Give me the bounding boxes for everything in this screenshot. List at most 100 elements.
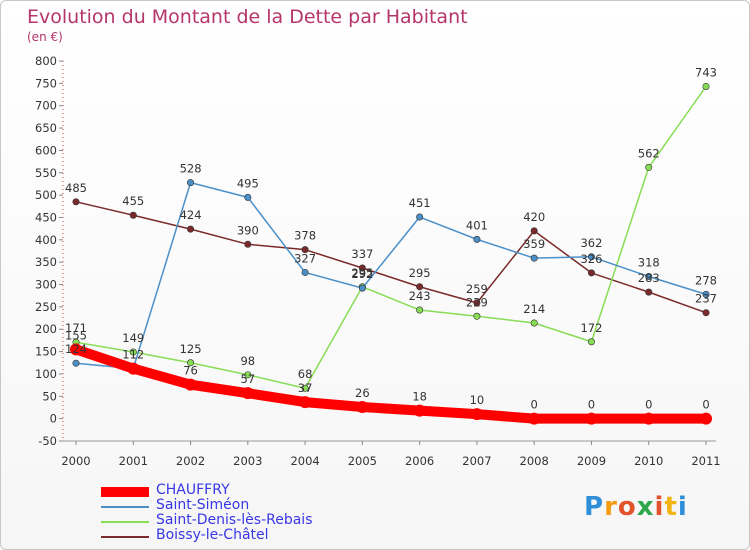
- x-tick-label: 2004: [290, 454, 319, 468]
- data-point: [416, 213, 424, 221]
- data-point: [70, 343, 82, 356]
- y-tick-label: 200: [35, 322, 57, 336]
- logo-letter: t: [664, 492, 678, 522]
- data-point: [72, 359, 80, 367]
- data-label: 0: [702, 398, 709, 412]
- y-tick-label: 400: [35, 233, 57, 247]
- data-label: 229: [466, 295, 488, 309]
- data-label: 337: [351, 247, 373, 261]
- data-point: [358, 284, 366, 292]
- data-point: [241, 387, 254, 400]
- y-tick-label: 700: [35, 99, 57, 113]
- y-tick-label: 250: [35, 300, 57, 314]
- series-lines: [70, 82, 712, 425]
- data-label: 237: [695, 292, 717, 306]
- data-label: 171: [65, 321, 87, 335]
- data-point: [587, 338, 595, 346]
- data-label: 0: [645, 398, 652, 412]
- legend-label: Saint-Siméon: [156, 497, 250, 513]
- data-label: 259: [466, 282, 488, 296]
- x-tick-label: 2006: [405, 454, 434, 468]
- x-tick-label: 2010: [634, 454, 663, 468]
- y-tick-label: 800: [35, 54, 57, 68]
- chart-title: Evolution du Montant de la Dette par Hab…: [27, 6, 468, 28]
- series-line: [71, 344, 711, 424]
- data-label: 0: [588, 398, 595, 412]
- x-tick-label: 2003: [233, 454, 262, 468]
- data-point: [301, 384, 309, 392]
- legend-swatch: [101, 487, 149, 497]
- data-label: 0: [531, 398, 538, 412]
- data-label: 149: [122, 331, 144, 345]
- x-tick-label: 2011: [691, 454, 720, 468]
- y-tick-label: 100: [35, 367, 57, 381]
- data-label: 57: [240, 372, 255, 386]
- y-tick-label: 500: [35, 188, 57, 202]
- data-label: 318: [638, 255, 660, 269]
- logo-letter: o: [617, 492, 637, 522]
- line-chart: -500501001502002503003504004505005506006…: [35, 54, 721, 468]
- y-tick-label: 150: [35, 345, 57, 359]
- data-point: [184, 378, 197, 391]
- data-point: [473, 299, 481, 307]
- data-label: 125: [180, 342, 202, 356]
- data-label: 283: [638, 271, 660, 285]
- data-point: [416, 306, 424, 314]
- data-point: [299, 396, 312, 409]
- data-label: 378: [294, 229, 316, 243]
- data-label: 295: [351, 266, 373, 280]
- data-point: [700, 412, 712, 425]
- x-tick-label: 2005: [348, 454, 377, 468]
- y-tick-label: 0: [50, 412, 57, 426]
- data-label: 401: [466, 218, 488, 232]
- legend-swatch: [101, 521, 149, 523]
- y-tick-label: 650: [35, 121, 57, 135]
- legend-swatch: [101, 536, 149, 538]
- data-label: 359: [523, 237, 545, 251]
- data-point: [645, 272, 653, 280]
- y-tick-label: 300: [35, 278, 57, 292]
- x-tick-label: 2000: [61, 454, 90, 468]
- data-point: [244, 193, 252, 201]
- data-point: [413, 404, 426, 417]
- data-label: 18: [412, 390, 427, 404]
- data-point: [244, 371, 252, 379]
- data-label: 362: [580, 236, 602, 250]
- data-label: 214: [523, 302, 545, 316]
- legend-label: Boissy-le-Châtel: [156, 527, 269, 543]
- data-point: [528, 412, 541, 425]
- data-label: 243: [409, 289, 431, 303]
- proxiti-logo: Proxiti: [584, 492, 688, 522]
- data-point: [473, 235, 481, 243]
- y-tick-label: 350: [35, 255, 57, 269]
- series-line: [75, 201, 707, 314]
- data-point: [127, 362, 140, 375]
- y-tick-label: 600: [35, 143, 57, 157]
- data-point: [187, 359, 195, 367]
- data-point: [129, 211, 137, 219]
- data-point: [530, 254, 538, 262]
- data-point: [301, 246, 309, 254]
- axes: -500501001502002503003504004505005506006…: [35, 54, 721, 468]
- data-label: 390: [237, 223, 259, 237]
- data-point: [473, 312, 481, 320]
- y-tick-label: 450: [35, 210, 57, 224]
- x-tick-label: 2008: [520, 454, 549, 468]
- data-point: [530, 227, 538, 235]
- data-point: [356, 401, 369, 414]
- data-point: [244, 240, 252, 248]
- data-label: 562: [638, 146, 660, 160]
- data-label: 743: [695, 65, 717, 79]
- y-tick-label: 50: [42, 389, 57, 403]
- data-label: 112: [122, 348, 144, 362]
- data-point: [702, 290, 710, 298]
- legend-label: Saint-Denis-lès-Rebais: [156, 512, 313, 528]
- series-line: [75, 181, 707, 370]
- data-label: 295: [409, 266, 431, 280]
- logo-letter: i: [654, 492, 665, 522]
- data-label: 326: [580, 252, 602, 266]
- data-point: [72, 198, 80, 206]
- x-tick-label: 2001: [119, 454, 148, 468]
- data-point: [642, 412, 655, 425]
